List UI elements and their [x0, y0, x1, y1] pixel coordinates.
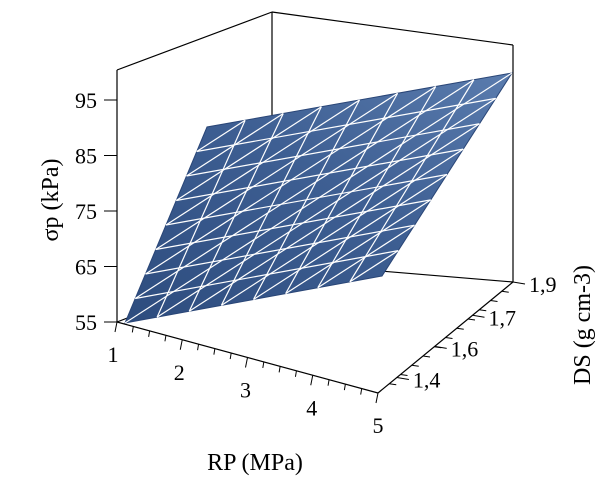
z-tick-label: 85 [75, 144, 97, 169]
mesh-line-diagonal [317, 224, 415, 289]
x-tick-label: 1 [108, 342, 119, 367]
mesh-line-u [317, 86, 437, 289]
mesh-line-diagonal [134, 79, 475, 300]
mesh-line-diagonal [188, 123, 480, 312]
x-minor-tick [327, 379, 330, 386]
x-tick-mark [179, 339, 183, 350]
x-minor-tick [197, 344, 200, 351]
z-tick-label: 95 [75, 88, 97, 113]
surface-mesh [124, 72, 513, 324]
z-tick-label: 75 [75, 199, 97, 224]
y-tick-mark [396, 376, 409, 380]
x-axis-title: RP (MPa) [207, 450, 303, 476]
mesh-line-v [186, 123, 480, 177]
y-tick-label: 1,9 [529, 272, 557, 297]
x-axis-ticks: 1 2 3 4 5 [108, 321, 384, 438]
y-minor-tick [501, 290, 509, 293]
y-minor-tick [445, 337, 453, 339]
z-tick-label: 65 [75, 255, 97, 280]
mesh-line-diagonal [285, 199, 432, 295]
mesh-line-diagonal [221, 148, 464, 306]
surface-plane [124, 72, 514, 324]
mesh-line-diagonal [196, 119, 246, 153]
x-tick-mark [375, 392, 379, 404]
y-axis-ticks: 1,4 1,6 1,7 1,9 [389, 272, 557, 392]
y-minor-tick [411, 364, 419, 367]
x-minor-tick [229, 352, 232, 360]
x-tick-mark [114, 321, 118, 333]
y-tick-label: 1,4 [413, 367, 441, 392]
x-tick-mark [245, 357, 248, 368]
mesh-line-diagonal [145, 85, 437, 275]
x-minor-tick [213, 348, 216, 355]
x-tick-mark [310, 375, 314, 386]
y-tick-mark [472, 314, 485, 318]
y-minor-tick [456, 327, 464, 330]
mesh-line-diagonal [253, 173, 448, 301]
y-minor-tick [479, 309, 487, 312]
mesh-line-v [176, 148, 464, 202]
z-axis-ticks: 55 65 75 85 95 [75, 88, 117, 335]
y-minor-tick [422, 355, 431, 358]
mesh-line-diagonal [175, 106, 322, 202]
x-minor-tick [148, 330, 151, 337]
back-wall-top-left [116, 11, 273, 71]
y-tick-mark [512, 281, 526, 285]
x-minor-tick [294, 370, 297, 377]
x-tick-label: 4 [306, 395, 317, 420]
x-minor-tick [131, 326, 134, 333]
mesh-line-u [285, 92, 399, 294]
x-minor-tick [164, 335, 167, 342]
x-minor-tick [343, 384, 346, 391]
y-tick-label: 1,7 [489, 305, 517, 330]
mesh-line-diagonal [155, 92, 398, 251]
y-minor-tick [400, 374, 408, 376]
y-tick-label: 1,6 [451, 336, 479, 361]
mesh-line-diagonal [349, 250, 399, 283]
x-minor-tick [278, 366, 281, 373]
z-axis-title: σp (kPa) [38, 159, 64, 242]
z-tick-label: 55 [75, 310, 97, 335]
x-minor-tick [262, 361, 265, 369]
y-minor-tick [434, 346, 442, 349]
y-minor-tick [389, 383, 397, 386]
mesh-line-diagonal [165, 99, 360, 226]
x-minor-tick [360, 388, 363, 395]
x-tick-label: 5 [373, 413, 384, 438]
mesh-line-diagonal [186, 112, 284, 177]
x-tick-label: 2 [174, 360, 185, 385]
x-tick-label: 3 [240, 378, 251, 403]
mesh-line-v [196, 97, 496, 153]
y-minor-tick [467, 318, 476, 321]
mesh-line-u [349, 79, 475, 283]
back-wall-top-right [271, 11, 514, 46]
mesh-line-v [165, 173, 448, 226]
mesh-line-diagonal [124, 72, 513, 324]
mesh-line-diagonal [156, 97, 497, 318]
y-minor-tick [490, 300, 498, 302]
y-axis-title: DS (g cm-3) [570, 265, 596, 385]
